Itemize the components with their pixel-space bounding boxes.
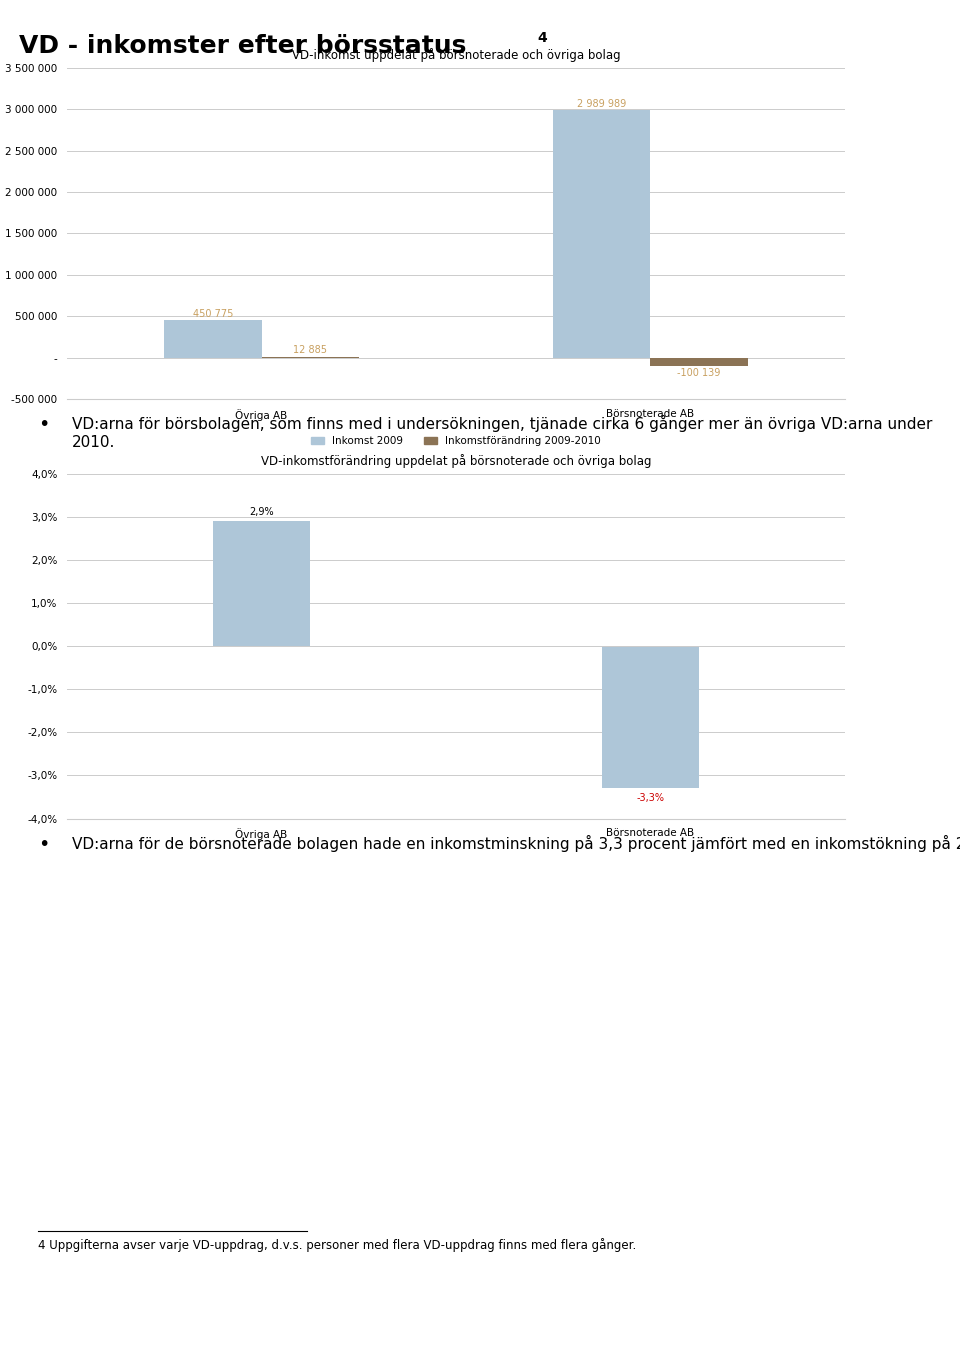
Text: 12 885: 12 885 xyxy=(293,345,327,356)
Bar xyxy=(651,357,748,367)
Text: VD:arna för de börsnoterade bolagen hade en inkomstminskning på 3,3 procent jämf: VD:arna för de börsnoterade bolagen hade… xyxy=(72,835,960,852)
Text: 450 775: 450 775 xyxy=(193,308,233,319)
Text: SOLIDITET: SOLIDITET xyxy=(781,1289,870,1304)
Bar xyxy=(553,110,651,357)
Bar xyxy=(213,521,310,645)
Text: 4 Uppgifterna avser varje VD-uppdrag, d.v.s. personer med flera VD-uppdrag finns: 4 Uppgifterna avser varje VD-uppdrag, d.… xyxy=(38,1238,636,1252)
Text: VD - inkomster efter börsstatus: VD - inkomster efter börsstatus xyxy=(19,34,467,58)
Title: VD-inkomst uppdelat på börsnoterade och övriga bolag: VD-inkomst uppdelat på börsnoterade och … xyxy=(292,49,620,62)
Text: -100 139: -100 139 xyxy=(678,368,721,379)
Text: VD:arna för börsbolagen, som finns med i undersökningen, tjänade cirka 6 gånger : VD:arna för börsbolagen, som finns med i… xyxy=(72,415,932,449)
Text: -3,3%: -3,3% xyxy=(636,793,664,802)
Text: •: • xyxy=(38,415,50,434)
Bar xyxy=(164,321,261,357)
Bar xyxy=(602,645,699,789)
Text: •: • xyxy=(38,835,50,854)
Legend: Inkomst 2009, Inkomstförändring 2009-2010: Inkomst 2009, Inkomstförändring 2009-201… xyxy=(307,432,605,451)
Text: 2 989 989: 2 989 989 xyxy=(577,99,627,108)
Title: VD-inkomstförändring uppdelat på börsnoterade och övriga bolag: VD-inkomstförändring uppdelat på börsnot… xyxy=(261,455,651,468)
Text: 2,9%: 2,9% xyxy=(250,506,274,517)
Text: 4: 4 xyxy=(538,31,547,45)
